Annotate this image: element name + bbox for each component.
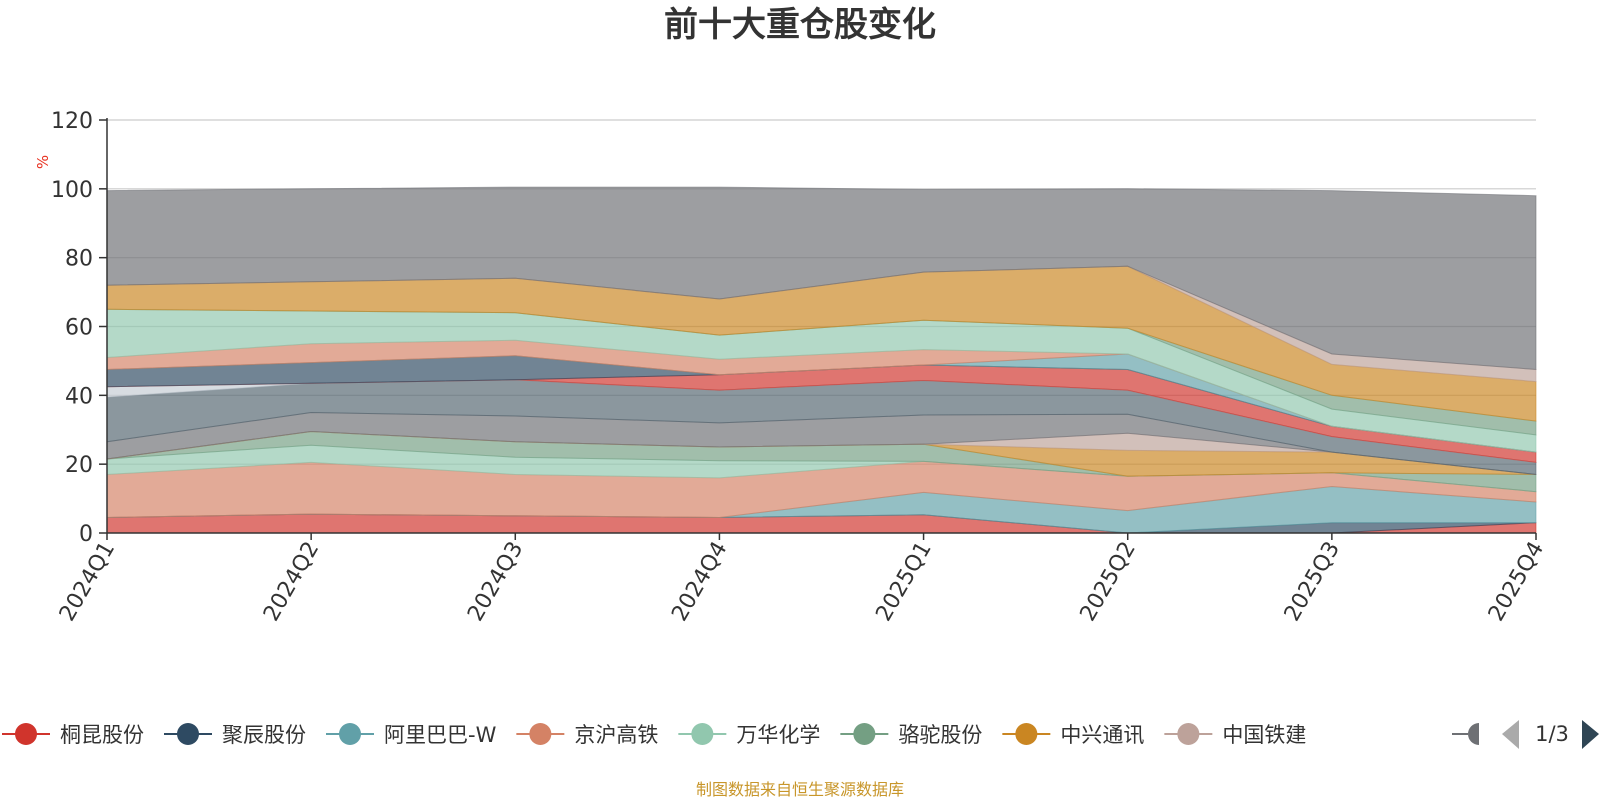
legend-item[interactable]: 骆驼股份: [840, 723, 982, 747]
legend-item[interactable]: 中国铁建: [1164, 723, 1306, 747]
y-tick-label: 60: [65, 316, 93, 341]
legend-marker: [853, 723, 876, 745]
legend-partial-marker: [1468, 723, 1479, 745]
x-tick-label: 2024Q4: [667, 538, 732, 626]
legend-marker: [1177, 723, 1200, 745]
legend-item[interactable]: 万华化学: [678, 723, 820, 747]
x-tick-label: 2025Q4: [1484, 538, 1549, 626]
legend-next-arrow-icon[interactable]: [1582, 720, 1599, 749]
legend-marker: [15, 723, 37, 745]
x-tick-label: 2024Q2: [259, 538, 324, 626]
x-tick-label: 2024Q3: [463, 538, 528, 626]
legend-label: 中兴通讯: [1060, 723, 1144, 747]
area-series-20: [106, 186, 1537, 371]
x-tick-label: 2024Q1: [55, 538, 120, 626]
y-tick-label: 40: [65, 384, 93, 409]
legend-label: 阿里巴巴-W: [384, 723, 497, 747]
legend-item[interactable]: 京沪高铁: [516, 723, 658, 747]
legend-label: 中国铁建: [1222, 723, 1306, 747]
y-tick-label: 0: [79, 522, 93, 547]
legend-label: 京沪高铁: [574, 723, 658, 747]
legend-marker: [529, 723, 552, 745]
legend-label: 骆驼股份: [898, 723, 982, 747]
y-tick-label: 120: [51, 109, 93, 134]
legend-marker: [177, 723, 199, 745]
y-tick-label: 20: [65, 453, 93, 478]
legend-label: 万华化学: [736, 723, 820, 747]
x-tick-label: 2025Q2: [1076, 538, 1141, 626]
legend-marker: [691, 723, 714, 745]
y-tick-label: 100: [51, 178, 93, 203]
legend-page-indicator: 1/3: [1535, 722, 1569, 746]
legend: 桐昆股份 聚辰股份 阿里巴巴-W 京沪高铁 万华化学 骆驼股份 中兴通讯 中国铁建 1/3: [2, 720, 1599, 749]
legend-marker: [1015, 723, 1038, 745]
stacked-areas: [106, 186, 1537, 534]
legend-item[interactable]: 桐昆股份: [2, 723, 144, 747]
legend-item[interactable]: 聚辰股份: [164, 723, 306, 747]
chart-title: 前十大重仓股变化: [664, 5, 936, 45]
x-tick-label: 2025Q3: [1280, 538, 1345, 626]
legend-label: 聚辰股份: [222, 723, 306, 747]
legend-item[interactable]: 中兴通讯: [1002, 723, 1144, 747]
x-tick-label: 2025Q1: [871, 538, 936, 626]
legend-item[interactable]: 阿里巴巴-W: [326, 723, 497, 747]
y-axis-unit: %: [34, 155, 52, 169]
source-note: 制图数据来自恒生聚源数据库: [696, 780, 904, 799]
legend-marker: [339, 723, 361, 745]
legend-prev-arrow-icon[interactable]: [1502, 720, 1519, 749]
legend-label: 桐昆股份: [60, 723, 144, 747]
y-tick-label: 80: [65, 247, 93, 272]
